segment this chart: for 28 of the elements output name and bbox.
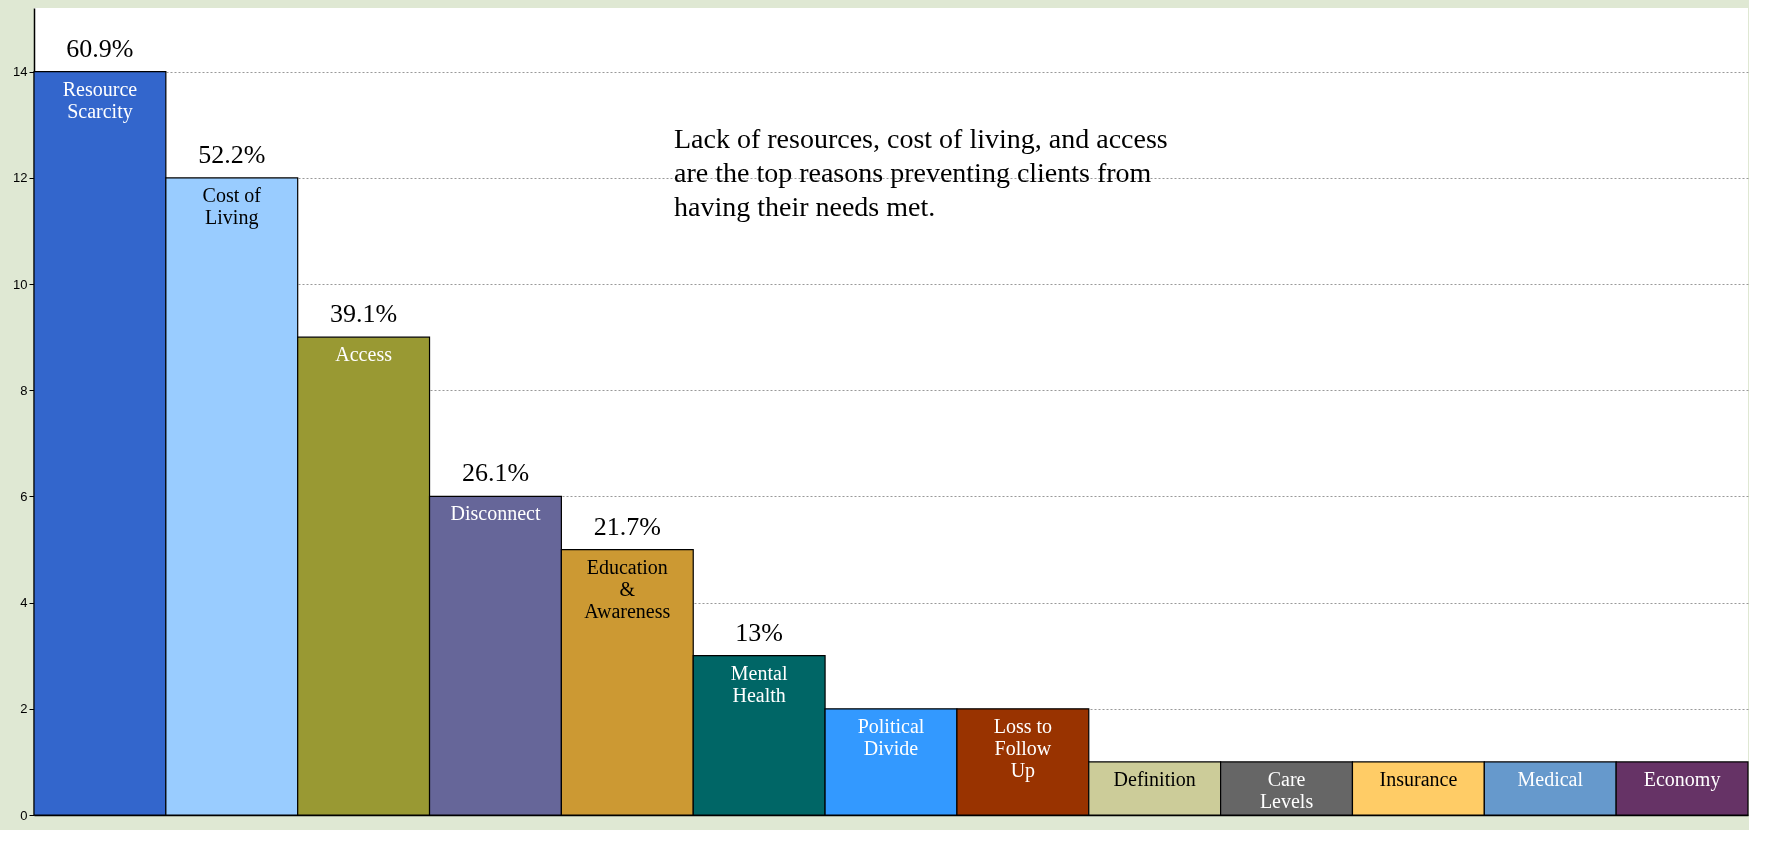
annotation: 21.7%: [593, 511, 661, 541]
annotation: Lack of resources, cost of living, and access are the top reasons preventing clients from having their needs met.: [674, 123, 1168, 222]
annotation: 39.1%: [330, 299, 398, 329]
y-tick-label: 6: [20, 488, 28, 504]
x-tick-label: Loss to Follow Up: [993, 714, 1053, 782]
y-tick-label: 4: [20, 595, 28, 611]
annotation: 13%: [735, 617, 783, 647]
y-tick-label: 2: [20, 701, 28, 717]
x-tick-label: Definition: [1113, 767, 1196, 790]
x-tick-label: Political Divide: [857, 714, 925, 759]
y-tick-label: 8: [20, 382, 28, 398]
y-tick-label: 14: [13, 64, 28, 80]
annotation: 52.2%: [198, 139, 266, 169]
annotation: 60.9%: [66, 33, 134, 63]
x-tick-label: Medical: [1517, 767, 1584, 790]
x-tick-label: Disconnect: [450, 502, 541, 525]
annotation: 26.1%: [461, 458, 530, 488]
y-tick-label: 10: [13, 276, 28, 292]
y-tick-label: 12: [13, 170, 28, 186]
x-tick-label: Resource Scarcity: [62, 77, 138, 123]
x-tick-label: Mental Health: [730, 661, 788, 706]
x-tick-label: Insurance: [1379, 767, 1458, 790]
x-tick-label: Economy: [1643, 767, 1721, 791]
x-tick-label: Care Levels: [1259, 767, 1314, 812]
x-tick-label: Access: [335, 343, 393, 366]
x-tick-label: Cost of Living: [202, 183, 262, 229]
x-tick-label: Education & Awareness: [584, 555, 671, 622]
y-tick-label: 0: [20, 807, 28, 823]
